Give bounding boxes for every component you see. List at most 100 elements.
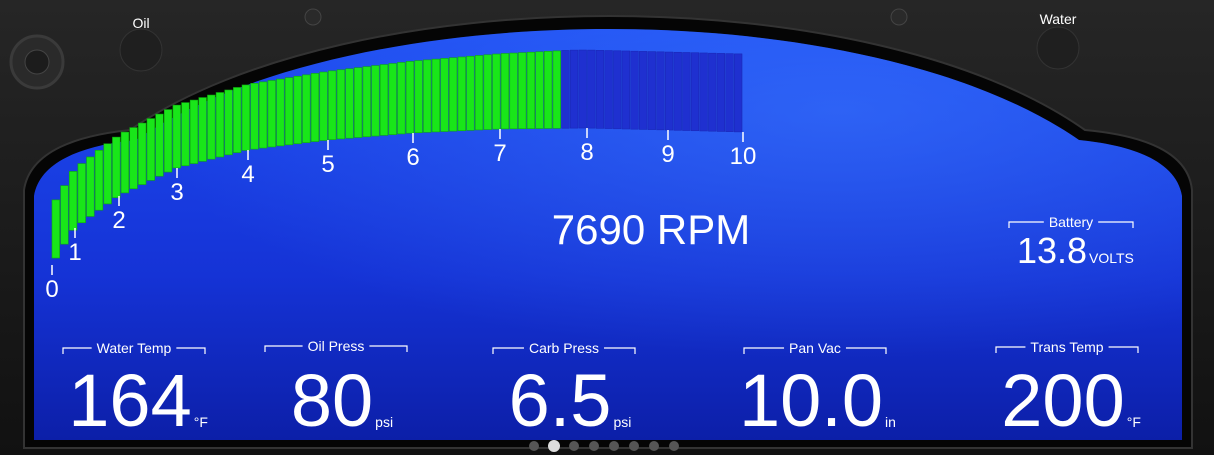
tach-bar-lit	[77, 163, 86, 224]
rpm-readout: 7690 RPM	[552, 206, 750, 253]
screw	[304, 8, 322, 26]
tach-bar	[587, 49, 596, 129]
gauge-value: 80	[291, 359, 373, 442]
tach-bar-lit	[250, 83, 259, 150]
gauge: Pan Vac 10.0 in	[739, 340, 896, 442]
screw	[890, 8, 908, 26]
tach-bar-lit	[224, 89, 233, 156]
tach-bar-lit	[94, 150, 104, 211]
tach-bar-lit	[336, 69, 345, 140]
tach-tick-label: 2	[112, 207, 125, 234]
tach-bar	[725, 53, 734, 132]
page-dot[interactable]	[569, 441, 579, 451]
oil-label: Oil	[132, 15, 149, 31]
gauge-value: 164	[68, 359, 191, 442]
gauge-unit: psi	[613, 414, 631, 430]
gauge: Oil Press 80 psi	[264, 338, 408, 442]
tach-bar-lit	[552, 50, 561, 129]
tach-tick-label: 10	[730, 143, 757, 170]
gauge-value: 6.5	[509, 359, 612, 442]
page-indicator	[529, 440, 679, 452]
battery: Battery 13.8 VOLTS	[1008, 214, 1134, 271]
tach-bar-lit	[146, 118, 155, 181]
gauge: Water Temp 164 °F	[62, 340, 208, 442]
tach-bar	[595, 50, 605, 129]
tach-bar-lit	[276, 78, 285, 147]
tach-bar-lit	[466, 55, 475, 131]
tach-bar-lit	[198, 97, 207, 162]
tach-bar-lit	[492, 53, 501, 130]
tach-bar-lit	[293, 75, 302, 145]
label-bracket	[264, 345, 408, 352]
tach-bar-lit	[163, 109, 173, 173]
tach-bar	[673, 51, 682, 131]
tach-bar-lit	[181, 102, 190, 167]
tach-bar-lit	[86, 156, 95, 217]
tach-bar-lit	[138, 122, 147, 185]
battery-label: Battery	[1049, 214, 1093, 230]
tach-tick-label: 4	[241, 161, 254, 188]
tach-bar-lit	[319, 71, 328, 141]
page-dot[interactable]	[609, 441, 619, 451]
tach-tick-label: 0	[45, 276, 58, 303]
battery-unit: VOLTS	[1089, 250, 1134, 266]
tach-bar-lit	[60, 185, 69, 245]
tach-bar-lit	[284, 77, 294, 146]
tach-bar-lit	[207, 94, 216, 160]
tach-bar	[630, 50, 639, 130]
label-bracket	[62, 347, 206, 354]
tach-bar-lit	[379, 64, 389, 136]
page-dot[interactable]	[589, 441, 599, 451]
page-dot[interactable]	[629, 441, 639, 451]
gauge-label: Trans Temp	[1030, 339, 1103, 355]
tach-bar	[578, 49, 587, 129]
tach-bar	[708, 52, 717, 132]
page-dot[interactable]	[529, 441, 539, 451]
tach-bar-lit	[362, 66, 371, 138]
tach-bar-lit	[354, 67, 363, 138]
tach-tick-label: 1	[68, 239, 81, 266]
gauge-value: 10.0	[739, 359, 883, 442]
tach-bar-lit	[500, 53, 510, 130]
tach-bar-lit	[120, 131, 130, 194]
page-dot-active[interactable]	[548, 440, 560, 452]
tach-bar-lit	[258, 81, 268, 149]
rpm-unit: RPM	[657, 206, 750, 253]
tachometer: 01 2 3 4 5 6 7 8 9 10	[45, 49, 757, 303]
water-indicator	[1036, 26, 1080, 70]
tach-bar-lit	[431, 58, 440, 133]
tach-bar-lit	[535, 51, 544, 129]
tach-bar-lit	[172, 104, 181, 169]
oil-indicator	[119, 28, 163, 72]
tach-bar-lit	[129, 127, 138, 190]
tach-bar-lit	[483, 54, 492, 130]
tach-tick-label: 5	[321, 151, 334, 178]
tach-bar-lit	[310, 73, 320, 142]
tach-tick-label: 7	[493, 140, 506, 167]
rpm-value: 7690	[552, 206, 645, 253]
page-dot[interactable]	[649, 441, 659, 451]
tach-bar-lit	[474, 55, 484, 131]
tach-bar	[604, 50, 613, 129]
tach-bar-lit	[449, 57, 458, 132]
gauge-label: Oil Press	[308, 338, 365, 354]
page-dot[interactable]	[669, 441, 679, 451]
tach-bar	[716, 53, 726, 132]
water-label: Water	[1040, 11, 1077, 27]
tach-tick-label: 9	[661, 141, 674, 168]
battery-value: 13.8	[1017, 230, 1087, 271]
tach-bar	[613, 50, 622, 130]
tach-bar	[647, 51, 656, 130]
gauge-unit: °F	[1127, 414, 1141, 430]
gauge-value: 200	[1001, 359, 1124, 442]
tach-bar-lit	[302, 74, 311, 143]
tach-bar-lit	[233, 87, 242, 153]
gauge-unit: °F	[194, 414, 208, 430]
label-bracket	[492, 347, 636, 354]
tach-bar	[561, 50, 570, 129]
tach-bar-lit	[155, 113, 164, 177]
gauge-label: Carb Press	[529, 340, 599, 356]
tach-bar-lit	[457, 56, 466, 132]
